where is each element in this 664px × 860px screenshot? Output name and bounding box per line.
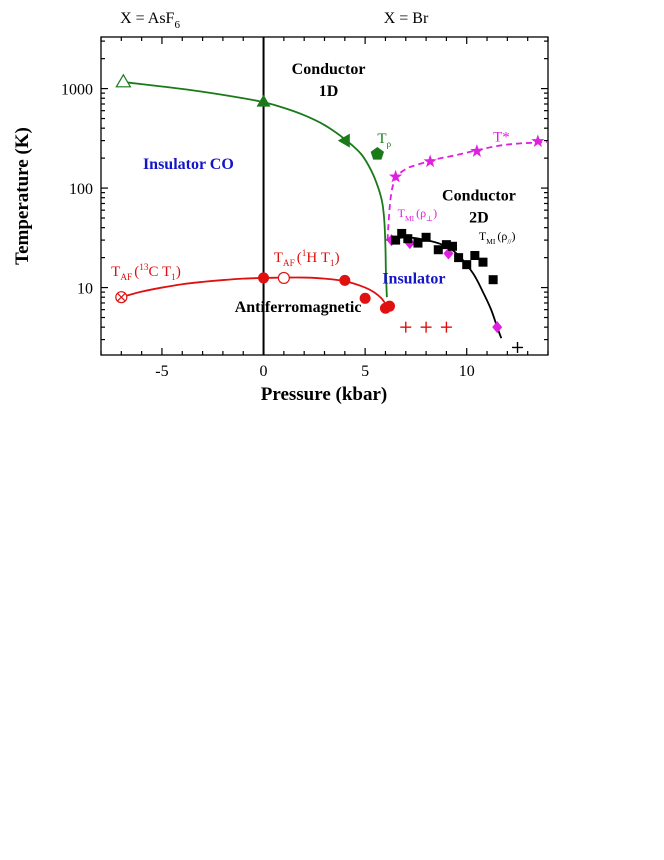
phase-label: 2D: [469, 210, 489, 227]
x-axis-ticks: -5 0 5 10: [100, 37, 549, 380]
curve-labels: Tρ T* TMI (ρ⊥) TMI (ρ//) TAF (13C T1) TAF (1H T1): [111, 129, 515, 283]
t_mi_par_points-point: [391, 235, 401, 245]
phase-label: Conductor: [292, 61, 366, 78]
phase-label: Insulator CO: [143, 156, 234, 173]
top-label-right: X = Br: [384, 10, 429, 27]
curve-label-t_rho: Tρ: [377, 131, 391, 150]
green_triangle_open-point: [115, 73, 132, 88]
t_mi_par_points-point: [488, 275, 498, 285]
curve-label-t_mi_par: TMI (ρ//): [479, 229, 516, 246]
green_triangle_left-point: [337, 133, 350, 148]
t_af_1h_filled-point: [339, 274, 351, 286]
t_af_13c_points-point: [115, 291, 128, 304]
green_pentagon-point: [370, 147, 384, 160]
t_mi_par_points-point: [454, 253, 464, 263]
t_mi_par_points-point: [448, 241, 458, 251]
t_mi_par_points-point: [470, 251, 480, 261]
t_star_points-point: [388, 169, 403, 183]
x-tick-label: 0: [260, 363, 268, 380]
black_cross-point: [512, 341, 524, 353]
t_star_points-point: [423, 154, 437, 168]
t_rho_curve: [121, 80, 388, 298]
y-axis-label: Temperature (K): [12, 127, 33, 265]
red_crosses-point: [440, 321, 452, 333]
t_mi_par_points-point: [413, 238, 423, 248]
phase-labels: Conductor 1D Insulator CO Conductor 2D Insula…: [143, 61, 516, 316]
t_mi_perp_points-point: [492, 321, 503, 334]
t_af_1h_filled-point: [258, 272, 270, 284]
phase-label: Conductor: [442, 188, 516, 205]
y-tick-label: 10: [77, 281, 93, 298]
t_af_1h_filled-point: [359, 292, 371, 304]
curve-label-t_star: T*: [493, 129, 510, 145]
t_mi_par_points-point: [397, 228, 407, 238]
t_mi_par_points-point: [478, 257, 488, 267]
t_mi_par_points-point: [421, 232, 431, 242]
red_crosses-point: [420, 321, 432, 333]
red_crosses-point: [400, 321, 412, 333]
y-tick-label: 100: [69, 181, 93, 198]
t_star_points-point: [531, 134, 545, 147]
curve-label-t_mi_perp: TMI (ρ⊥): [398, 206, 437, 223]
phase-label: Insulator: [382, 270, 445, 287]
curve-label-t_af_1h: TAF (1H T1): [274, 249, 340, 269]
x-tick-label: -5: [155, 363, 168, 380]
t_mi_par_points-point: [433, 245, 443, 255]
green_triangle_filled-point: [256, 94, 271, 107]
t_mi_par_points-point: [441, 240, 451, 250]
t_mi_par_points-point: [403, 234, 413, 244]
x-axis-label: Pressure (kbar): [261, 384, 387, 405]
phase-label: Antiferromagnetic: [235, 299, 362, 316]
t_af_1h_filled-point: [384, 300, 396, 312]
t_star_points-point: [470, 144, 484, 157]
y-axis-ticks: 10 100 1000: [61, 40, 548, 341]
x-tick-label: 5: [361, 363, 369, 380]
phase-label: 1D: [319, 83, 339, 100]
t_mi_curve: [386, 236, 503, 339]
markers-layer: [115, 73, 545, 353]
t_mi_par_points-point: [462, 260, 472, 270]
y-tick-label: 1000: [61, 82, 93, 99]
x-tick-label: 10: [459, 363, 475, 380]
curve-label-t_af_13c: TAF (13C T1): [111, 263, 181, 283]
top-label-left: X = AsF6: [120, 10, 180, 31]
t_af_1h_open-point: [277, 271, 290, 285]
